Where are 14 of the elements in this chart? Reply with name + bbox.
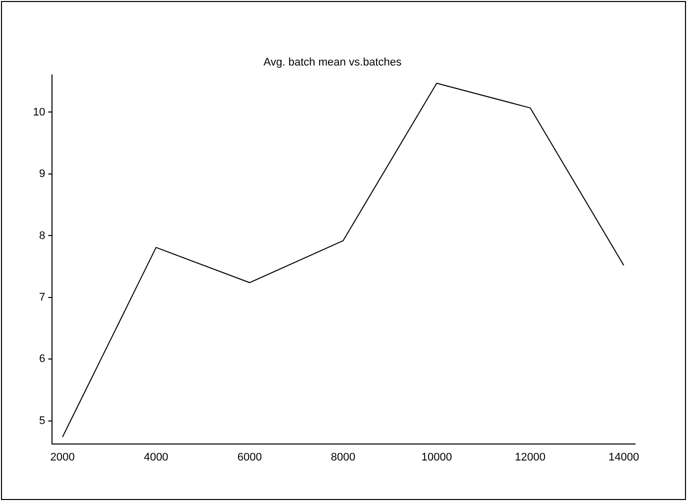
x-tick-label: 12000: [514, 451, 546, 464]
x-tick-label: 8000: [330, 451, 356, 464]
x-tick-label: 4000: [144, 451, 168, 464]
y-tick-label: 5: [39, 414, 46, 427]
x-tick-label: 14000: [608, 451, 640, 464]
y-tick-label: 9: [39, 168, 46, 180]
y-tick-label: 7: [39, 292, 46, 304]
y-tick-label: 8: [39, 230, 46, 242]
x-tick-label: 10000: [421, 451, 452, 464]
x-tick-label: 6000: [237, 451, 262, 464]
x-tick-label: 2000: [50, 451, 75, 464]
y-tick-label: 6: [39, 353, 46, 366]
chart-title: Avg. batch mean vs.batches: [264, 56, 402, 69]
y-tick-label: 10: [32, 106, 46, 118]
